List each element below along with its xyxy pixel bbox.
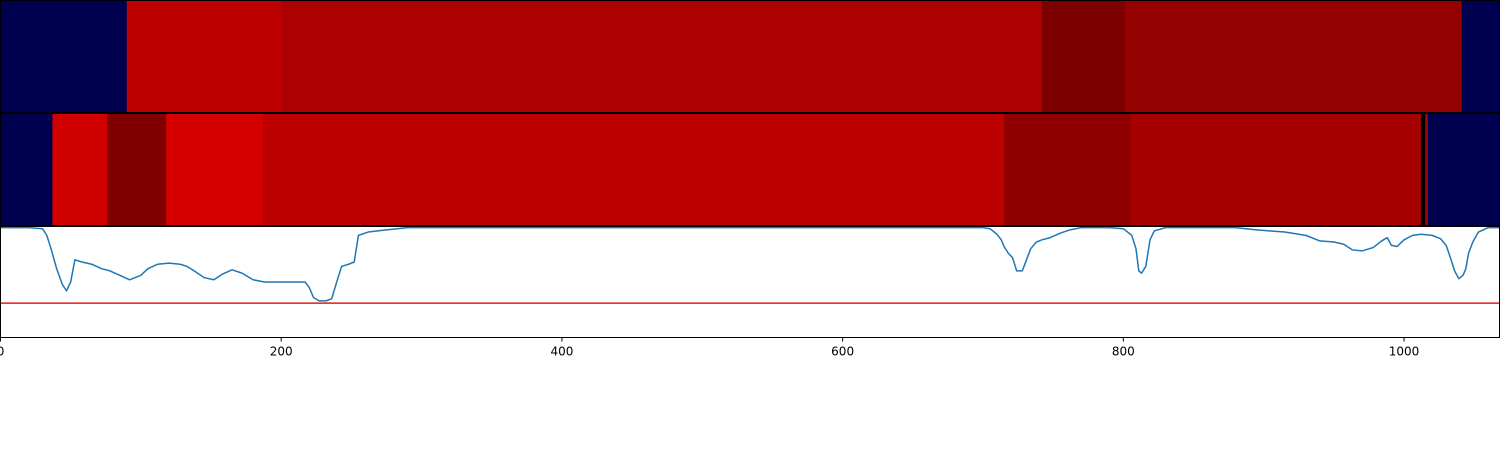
heatmap-segment-1-0 xyxy=(0,0,128,113)
x-tick-label: 400 xyxy=(550,345,573,359)
x-tick-label: 200 xyxy=(270,345,293,359)
heatmap-segment-2-6 xyxy=(1130,113,1422,226)
heatmap-segment-1-3 xyxy=(1041,0,1126,113)
series-line-0 xyxy=(0,226,1500,302)
heatmap-panel-top xyxy=(0,0,1500,113)
heatmap-panel-middle xyxy=(0,113,1500,226)
heatmap-segment-2-0 xyxy=(0,113,53,226)
heatmap-segment-2-9 xyxy=(1427,113,1500,226)
heatmap-segment-2-4 xyxy=(262,113,1005,226)
x-tick-label: 0 xyxy=(0,345,4,359)
heatmap-segment-1-4 xyxy=(1124,0,1463,113)
x-tick-label: 1000 xyxy=(1389,345,1420,359)
heatmap-segment-2-7 xyxy=(1420,113,1426,226)
heatmap-segment-2-3 xyxy=(166,113,264,226)
x-tick-label: 800 xyxy=(1112,345,1135,359)
heatmap-segment-2-1 xyxy=(52,113,108,226)
x-tick-label: 600 xyxy=(831,345,854,359)
x-axis: 0 200 400 600 800 1000 xyxy=(0,337,1420,359)
line-series-group xyxy=(0,226,1500,302)
line-panel-background xyxy=(0,226,1500,338)
heatmap-segment-1-2 xyxy=(281,0,1043,113)
heatmap-segment-2-8 xyxy=(1425,113,1429,226)
heatmap-segment-1-1 xyxy=(126,0,282,113)
heatmap-segment-1-5 xyxy=(1461,0,1500,113)
heatmap-segment-2-5 xyxy=(1004,113,1131,226)
line-panel-bottom xyxy=(0,226,1500,338)
heatmap-segment-2-2 xyxy=(107,113,167,226)
